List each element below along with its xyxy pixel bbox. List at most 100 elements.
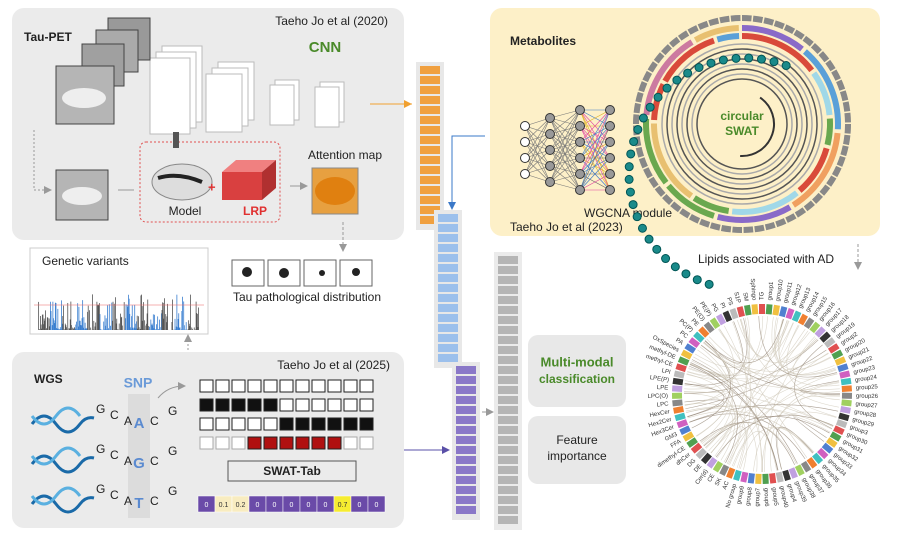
- lipid-segment: [782, 469, 791, 482]
- feature-cell: [420, 196, 440, 204]
- helix: [30, 406, 82, 426]
- lipid-label: group28: [854, 409, 877, 419]
- lipid-label: SK: [714, 477, 723, 487]
- cnn-label: CNN: [309, 39, 342, 56]
- lipid-segment: [841, 385, 853, 392]
- module-dot: [756, 54, 766, 64]
- feature-cell: [498, 326, 518, 334]
- chord: [691, 340, 731, 429]
- swat-tab-label: SWAT-Tab: [263, 464, 321, 478]
- feature-cell: [498, 316, 518, 324]
- module-dot: [633, 125, 643, 135]
- ring-tick: [670, 201, 682, 213]
- module-dot: [652, 244, 662, 254]
- chord: [738, 319, 752, 469]
- lipid-label: group6: [762, 488, 769, 508]
- matrix-cell: [247, 436, 262, 450]
- lipid-segment: [829, 431, 842, 442]
- node: [520, 153, 530, 163]
- lipid-segment: [722, 310, 733, 323]
- chord: [687, 410, 813, 454]
- ring-segment: [824, 118, 833, 146]
- arrow: [448, 135, 485, 210]
- matrix-cell: [327, 379, 342, 393]
- ring-tick: [687, 25, 699, 35]
- lipid-segment: [695, 447, 707, 460]
- edge: [524, 149, 551, 175]
- lipid-segment: [686, 437, 699, 448]
- feature-cell: [438, 244, 458, 252]
- feature-importance-box: [528, 416, 626, 484]
- lipid-segment: [672, 377, 684, 386]
- lipid-segment: [673, 406, 684, 414]
- module-dot: [670, 262, 680, 272]
- lipid-segment: [785, 308, 795, 320]
- ring-segment: [797, 147, 830, 193]
- feature-cell: [498, 506, 518, 514]
- lipid-label: HexCer: [649, 409, 670, 419]
- chord: [774, 317, 832, 370]
- citation: Taeho Jo et al (2023): [510, 220, 623, 234]
- lipid-segment: [841, 399, 852, 407]
- matrix-cell: [215, 398, 230, 412]
- ring-segment: [716, 33, 740, 43]
- lipid-segment: [740, 471, 749, 483]
- connector: [33, 130, 52, 194]
- chord: [794, 344, 833, 429]
- ring-segment: [811, 71, 833, 116]
- base: G: [96, 402, 105, 416]
- feature-importance-label: Feature: [556, 433, 598, 447]
- module-dot: [769, 57, 779, 67]
- feature-cell: [420, 106, 440, 114]
- module-dot: [626, 149, 636, 159]
- chord: [700, 422, 797, 465]
- ring-tick: [643, 167, 653, 179]
- ring-tick: [635, 146, 645, 158]
- node: [605, 153, 615, 163]
- lipid-segment: [838, 412, 850, 422]
- lipid-segment: [682, 431, 695, 442]
- ring: [671, 53, 813, 195]
- lipid-label: group9: [736, 485, 746, 505]
- ring-tick: [842, 101, 851, 112]
- ring-tick: [660, 44, 672, 56]
- module-dot: [672, 75, 682, 85]
- lipid-segment: [825, 437, 838, 448]
- lipid-segment: [680, 349, 693, 360]
- score-label: 0: [375, 502, 379, 509]
- feature-cell: [438, 274, 458, 282]
- matrix-cell: [343, 398, 358, 412]
- matrix-cell: [359, 379, 374, 393]
- node: [545, 145, 555, 155]
- lipids-title: Lipids associated with AD: [698, 252, 834, 266]
- node: [605, 185, 615, 195]
- edge: [549, 141, 581, 183]
- matrix-cell: [199, 417, 214, 431]
- feature-cell: [456, 446, 476, 454]
- scores: 0 0.1 0.2 0 0 0 0 0 0.7 0 0: [197, 495, 386, 513]
- chord: [685, 349, 827, 410]
- matrix-cell: [263, 417, 278, 431]
- matrix-cell: [295, 417, 310, 431]
- edge: [524, 117, 551, 143]
- matrix-cell: [279, 436, 294, 450]
- chord: [683, 393, 748, 470]
- node: [575, 121, 585, 131]
- score-label: 0.2: [236, 502, 246, 509]
- matrix-cell: [295, 379, 310, 393]
- module-dot: [629, 137, 639, 147]
- ring-tick: [836, 79, 846, 91]
- feature-cell: [498, 496, 518, 504]
- base: G: [168, 444, 177, 458]
- score-label: 0: [307, 502, 311, 509]
- lipid-label: CE: [707, 473, 716, 483]
- lipid-segment: [751, 304, 759, 315]
- module-dot: [781, 61, 791, 71]
- feature-cell: [456, 436, 476, 444]
- lipid-label: group26: [856, 394, 879, 400]
- feature-cell: [420, 156, 440, 164]
- ring-segment: [651, 123, 694, 199]
- snp-base: A: [134, 415, 145, 432]
- lipid-label: PA: [674, 338, 684, 347]
- node: [575, 185, 585, 195]
